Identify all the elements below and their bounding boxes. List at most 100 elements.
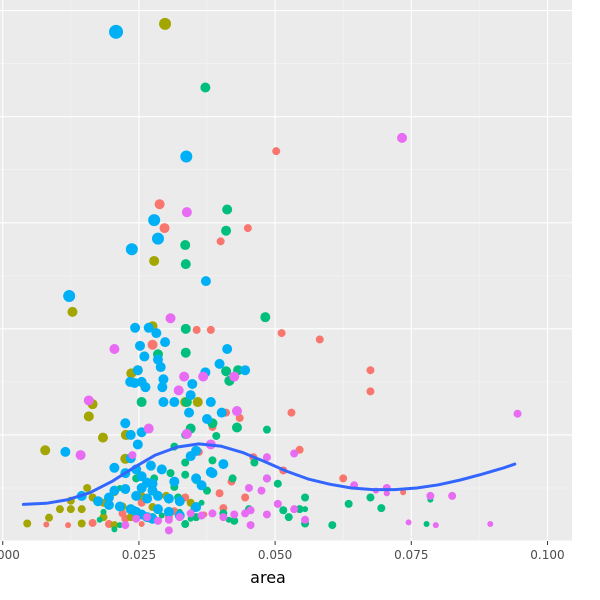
data-point [158, 397, 169, 408]
data-point [205, 397, 216, 408]
data-point [181, 520, 190, 529]
data-point [147, 339, 158, 350]
data-point [164, 526, 173, 535]
data-point [181, 428, 192, 439]
data-point [109, 343, 120, 354]
data-point [139, 351, 150, 362]
data-point [366, 387, 375, 396]
data-point [187, 379, 198, 390]
data-point [136, 471, 147, 482]
data-point [244, 483, 253, 492]
data-point [163, 493, 174, 504]
data-point [158, 512, 165, 519]
data-point [157, 382, 168, 393]
data-point [262, 425, 271, 434]
data-point [152, 504, 163, 515]
data-point [136, 376, 147, 387]
data-point [212, 431, 221, 440]
data-point [302, 506, 309, 513]
smooth-line [21, 442, 517, 506]
data-point [103, 499, 114, 510]
data-point [175, 513, 184, 522]
data-point [180, 347, 191, 358]
data-point [279, 506, 288, 515]
data-point [65, 522, 72, 529]
data-point [423, 521, 430, 528]
data-point [148, 214, 161, 227]
data-point [284, 513, 293, 522]
data-point [366, 366, 375, 375]
data-point [184, 407, 195, 418]
data-point [60, 446, 71, 457]
data-point [83, 395, 94, 406]
data-point [97, 432, 108, 443]
data-point [110, 521, 119, 530]
data-point [159, 223, 170, 234]
data-point [143, 423, 154, 434]
data-point [125, 429, 136, 440]
data-point [301, 493, 310, 502]
data-point [206, 325, 215, 334]
x-tick-label: 0.025 [122, 548, 156, 562]
data-point [130, 322, 141, 333]
data-point [273, 479, 282, 488]
data-point [120, 484, 131, 495]
major-grid [0, 0, 572, 542]
x-tick-label: 0.100 [530, 548, 564, 562]
data-point [250, 458, 259, 467]
data-point [208, 456, 217, 465]
data-point [487, 521, 494, 528]
data-point [290, 505, 299, 514]
data-point [432, 522, 439, 529]
data-point [132, 514, 141, 523]
data-point [383, 490, 390, 497]
data-point [145, 460, 156, 471]
data-point [287, 408, 296, 417]
data-point [225, 516, 232, 523]
data-point [153, 516, 162, 525]
data-point [45, 513, 54, 522]
data-point [83, 483, 92, 492]
data-point [143, 322, 154, 333]
data-point [262, 453, 271, 462]
data-point [215, 489, 224, 498]
data-point [180, 323, 191, 334]
data-point [513, 409, 522, 418]
data-point [192, 325, 201, 334]
data-point [88, 518, 97, 527]
data-point [328, 521, 337, 530]
data-point [397, 132, 408, 143]
data-point [116, 522, 123, 529]
data-point [77, 519, 86, 528]
data-point [207, 468, 218, 479]
data-point [400, 489, 407, 496]
data-point [173, 385, 184, 396]
data-point [66, 505, 75, 514]
data-point [55, 505, 64, 514]
data-point [230, 510, 239, 519]
data-point [114, 501, 125, 512]
data-point [301, 515, 310, 524]
data-point [77, 505, 86, 514]
data-point [222, 343, 233, 354]
data-point [135, 340, 146, 351]
data-point [125, 243, 138, 256]
data-point [40, 445, 51, 456]
data-point [186, 509, 195, 518]
data-point [243, 224, 252, 233]
data-point [200, 82, 211, 93]
data-point [191, 445, 202, 456]
data-point [83, 411, 94, 422]
data-point [185, 390, 196, 401]
data-point [142, 493, 153, 504]
data-point [67, 306, 78, 317]
data-point [179, 371, 190, 382]
data-point [159, 17, 172, 30]
data-point [132, 365, 143, 376]
data-point [228, 474, 237, 483]
data-point [221, 366, 232, 377]
data-point [219, 513, 228, 522]
data-point [273, 499, 282, 508]
data-point [231, 406, 242, 417]
